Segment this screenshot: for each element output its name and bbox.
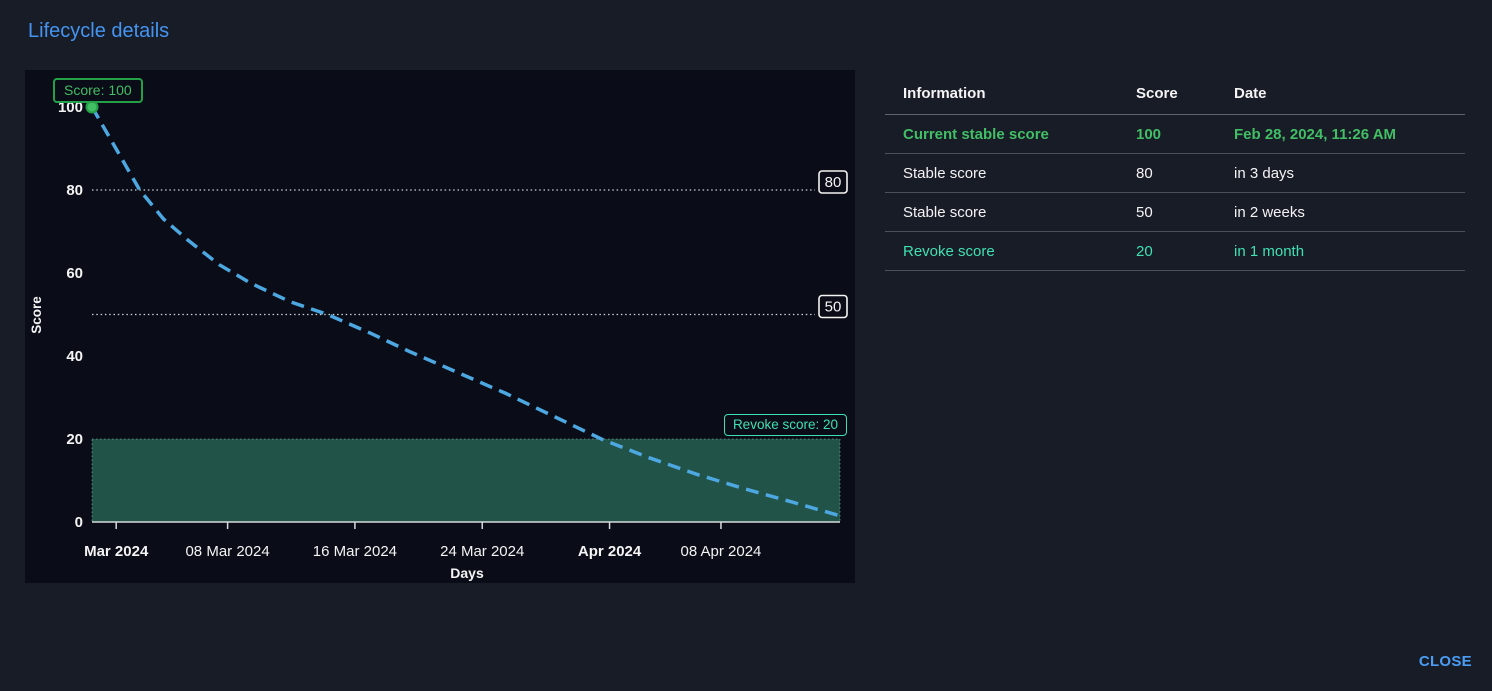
cell-information: Stable score <box>903 164 987 182</box>
column-header-information: Information <box>903 84 986 102</box>
table-row-stable-score-50: Stable score 50 in 2 weeks <box>885 193 1465 232</box>
y-axis-title: Score <box>29 296 44 334</box>
x-tick-label: Apr 2024 <box>578 543 642 560</box>
cell-score: 100 <box>1136 125 1162 143</box>
threshold-label-50: 50 <box>825 299 842 316</box>
y-tick-label: 0 <box>75 514 83 531</box>
cell-score: 80 <box>1136 164 1153 182</box>
page-title: Lifecycle details <box>28 20 170 42</box>
close-button[interactable]: CLOSE <box>1418 653 1472 670</box>
cell-score: 20 <box>1136 242 1153 260</box>
table-row-current-stable-score: Current stable score 100 Feb 28, 2024, 1… <box>885 115 1465 154</box>
cell-score: 50 <box>1136 203 1153 221</box>
revoke-region <box>91 438 841 523</box>
lifecycle-info-table: Information Score Date Current stable sc… <box>885 72 1465 271</box>
column-header-score: Score <box>1136 84 1178 102</box>
cell-information: Stable score <box>903 203 987 221</box>
table-row-stable-score-80: Stable score 80 in 3 days <box>885 154 1465 193</box>
cell-information: Revoke score <box>903 242 995 260</box>
lifecycle-chart-panel: 80 50 Mar 2024 08 Mar 2024 16 Mar 2024 24 Mar… <box>25 70 855 583</box>
x-tick-label: 16 Mar 2024 <box>313 543 397 560</box>
x-tick-label: 24 Mar 2024 <box>440 543 524 560</box>
cell-date: Feb 28, 2024, 11:26 AM <box>1234 125 1397 143</box>
threshold-box-50 <box>818 294 848 319</box>
cell-date: in 1 month <box>1234 242 1305 260</box>
table-row-revoke-score: Revoke score 20 in 1 month <box>885 232 1465 271</box>
start-score-annotation: Score: 100 <box>53 78 143 103</box>
start-point-marker <box>85 100 99 114</box>
table-header-row: Information Score Date <box>885 72 1465 115</box>
y-tick-label: 60 <box>66 265 83 282</box>
x-tick-label: Mar 2024 <box>84 543 149 560</box>
y-tick-label: 40 <box>66 348 83 365</box>
y-tick-label: 20 <box>66 431 83 448</box>
x-tick-label: 08 Apr 2024 <box>681 543 762 560</box>
x-axis-title: Days <box>450 565 484 581</box>
x-tick-label: 08 Mar 2024 <box>185 543 269 560</box>
y-tick-label: 80 <box>66 182 83 199</box>
cell-date: in 2 weeks <box>1234 203 1305 221</box>
score-decay-curve <box>90 106 841 518</box>
column-header-date: Date <box>1234 84 1267 102</box>
lifecycle-chart: 80 50 Mar 2024 08 Mar 2024 16 Mar 2024 24 Mar… <box>29 99 848 581</box>
threshold-label-80: 80 <box>825 174 842 191</box>
cell-information: Current stable score <box>903 125 1049 143</box>
y-tick-label: 100 <box>58 99 83 116</box>
cell-date: in 3 days <box>1234 164 1295 182</box>
threshold-box-80 <box>818 170 848 194</box>
revoke-score-annotation: Revoke score: 20 <box>723 414 847 436</box>
